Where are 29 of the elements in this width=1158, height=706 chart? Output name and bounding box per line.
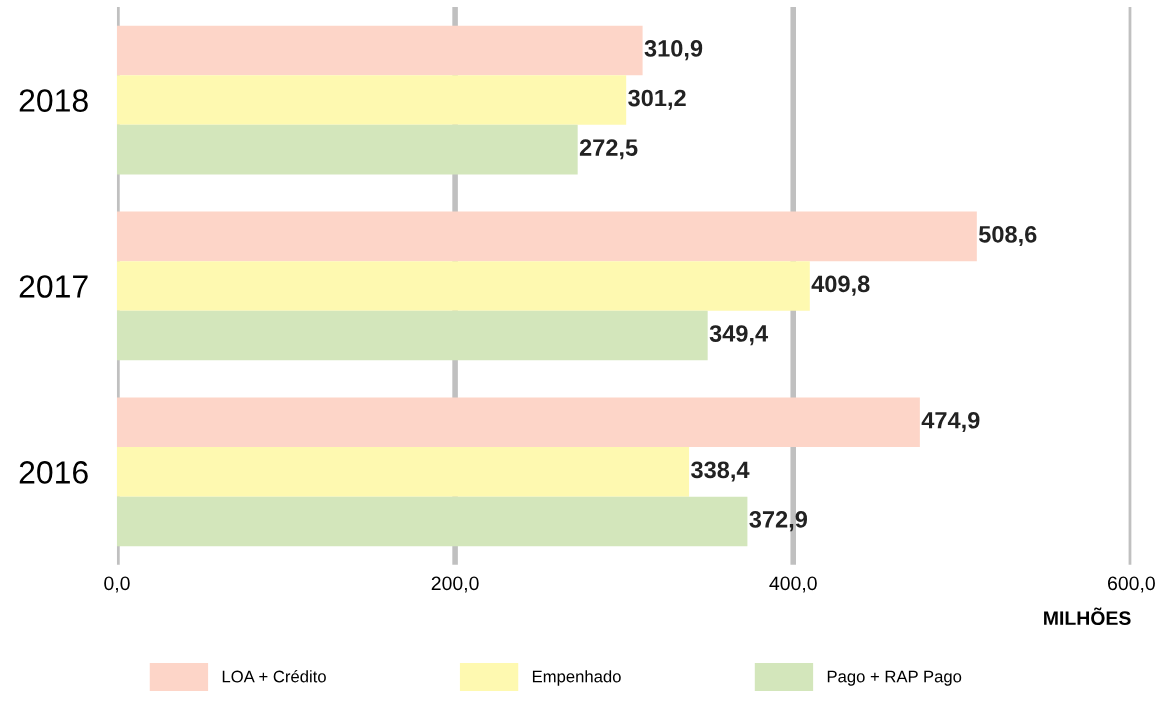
data-label: 474,9 (921, 411, 980, 433)
legend-label: Empenhado (532, 670, 621, 686)
x-axis-title: MILHÕES (1044, 607, 1131, 625)
x-tick-label: 0,0 (104, 576, 130, 593)
x-tick-label: 400,0 (769, 576, 817, 593)
bar (116, 25, 643, 76)
data-label: 349,4 (709, 325, 769, 346)
bar (116, 261, 810, 311)
y-tick-label: 2018 (19, 89, 88, 112)
bar (116, 397, 920, 448)
data-label: 272,5 (579, 139, 638, 160)
x-tick-label: 200,0 (431, 576, 479, 593)
bar (116, 124, 578, 175)
legend-label: Pago + RAP Pago (827, 670, 962, 686)
data-label: 310,9 (644, 40, 703, 61)
data-label: 409,8 (811, 275, 870, 296)
data-label: 301,2 (628, 89, 686, 110)
bar (116, 447, 690, 497)
bar (116, 496, 748, 547)
y-tick-label: 2016 (19, 461, 88, 484)
legend-label: LOA + Crédito (222, 669, 326, 683)
data-label: 372,9 (749, 511, 808, 532)
data-label: 508,6 (978, 225, 1037, 247)
bar (116, 75, 627, 125)
bar (116, 211, 977, 262)
y-tick-label: 2017 (19, 275, 88, 298)
x-tick-label: 600,0 (1108, 576, 1155, 593)
data-label: 338,4 (691, 461, 750, 482)
bar (116, 310, 708, 361)
